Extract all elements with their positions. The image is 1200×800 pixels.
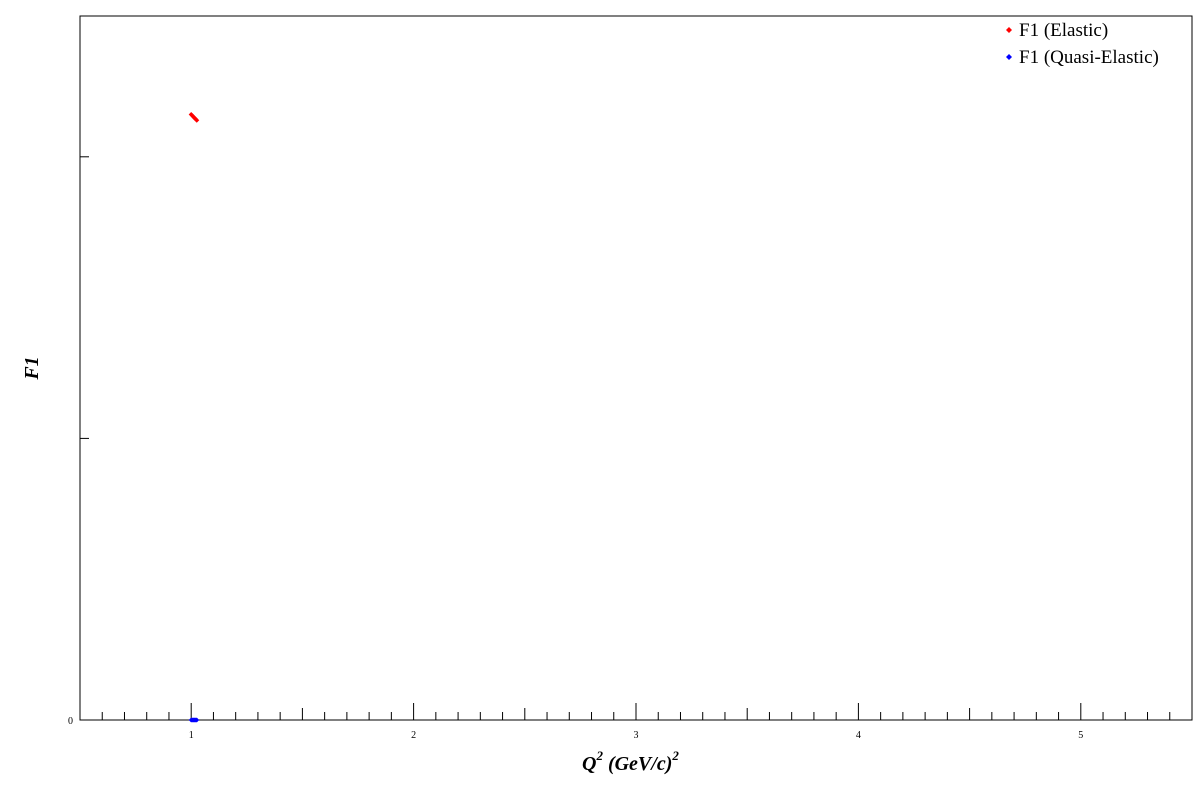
data-markers — [188, 112, 200, 723]
legend: F1 (Elastic) F1 (Quasi-Elastic) — [1006, 20, 1159, 68]
plot-frame — [79, 15, 1193, 721]
x-tick-label: 5 — [1078, 730, 1083, 741]
x-axis-title-base: Q — [582, 753, 596, 775]
x-tick-label: 4 — [856, 730, 861, 741]
x-axis-title-middle: (GeV/c) — [603, 753, 672, 775]
x-axis-ticks: 1 2 3 4 5 — [101, 703, 1171, 741]
legend-item-elastic: F1 (Elastic) — [1006, 20, 1108, 41]
y-axis-title: F1 — [21, 356, 43, 380]
x-tick-label: 3 — [634, 730, 639, 741]
x-tick-label: 1 — [189, 730, 194, 741]
legend-marker-elastic — [1006, 27, 1012, 33]
x-axis-title: Q2 (GeV/c)2 — [582, 748, 679, 775]
legend-label-elastic: F1 (Elastic) — [1019, 20, 1108, 41]
y-axis-ticks: 0 — [68, 156, 89, 727]
x-axis-title-sup2: 2 — [671, 748, 679, 763]
legend-item-quasi-elastic: F1 (Quasi-Elastic) — [1006, 47, 1159, 68]
x-axis-title-sup1: 2 — [595, 748, 603, 763]
x-tick-label: 2 — [411, 730, 416, 741]
point-quasi-elastic — [194, 717, 200, 723]
y-tick-label: 0 — [68, 716, 73, 727]
point-elastic — [194, 117, 200, 123]
legend-marker-quasi-elastic — [1006, 54, 1012, 60]
legend-label-quasi-elastic: F1 (Quasi-Elastic) — [1019, 47, 1159, 68]
